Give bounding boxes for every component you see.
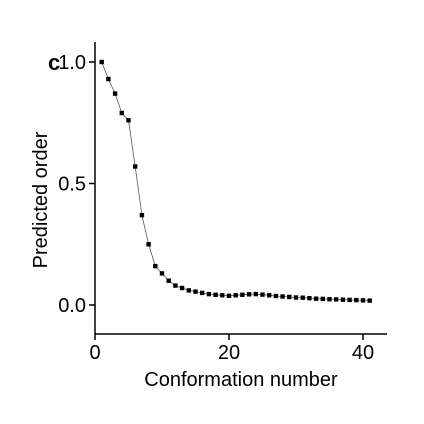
panel-label: c bbox=[48, 50, 60, 75]
y-axis-title: Predicted order bbox=[30, 131, 52, 268]
y-tick-label: 0.0 bbox=[58, 295, 86, 317]
y-tick-label: 0.5 bbox=[58, 174, 86, 196]
data-point bbox=[179, 285, 185, 291]
y-ticks: 0.0 0.5 1.0 bbox=[58, 52, 95, 317]
data-point bbox=[253, 291, 258, 297]
series-line bbox=[101, 61, 370, 301]
data-point bbox=[354, 297, 359, 303]
data-point bbox=[273, 293, 279, 299]
data-point bbox=[287, 294, 292, 300]
axes bbox=[94, 42, 387, 335]
data-point bbox=[173, 283, 178, 288]
data-point bbox=[327, 297, 332, 302]
data-point bbox=[360, 298, 366, 303]
data-point bbox=[153, 263, 158, 269]
data-point bbox=[260, 292, 265, 297]
data-point bbox=[367, 298, 372, 303]
data-point bbox=[126, 118, 131, 123]
data-point bbox=[320, 296, 325, 302]
data-point bbox=[246, 292, 252, 297]
y-tick-label: 1.0 bbox=[58, 52, 86, 74]
data-point bbox=[139, 212, 145, 218]
data-point bbox=[226, 293, 232, 298]
data-point bbox=[106, 76, 111, 82]
data-point bbox=[146, 242, 151, 247]
x-tick-label: 40 bbox=[352, 342, 374, 364]
data-point bbox=[307, 296, 312, 301]
data-point bbox=[233, 293, 238, 298]
data-point bbox=[213, 292, 218, 297]
data-point bbox=[334, 297, 339, 302]
data-point bbox=[220, 293, 225, 298]
data-point bbox=[193, 289, 198, 294]
data-point bbox=[159, 271, 165, 276]
x-tick-label: 0 bbox=[89, 342, 100, 364]
x-ticks: 0 20 40 bbox=[89, 334, 374, 364]
data-point bbox=[206, 291, 212, 297]
data-point bbox=[267, 293, 272, 298]
x-tick-label: 20 bbox=[218, 342, 240, 364]
data-point bbox=[240, 292, 245, 297]
data-point bbox=[340, 297, 346, 302]
data-point bbox=[313, 296, 319, 301]
data-point bbox=[200, 290, 205, 296]
data-point bbox=[293, 295, 299, 300]
x-axis-title: Conformation number bbox=[144, 369, 338, 391]
data-point bbox=[347, 297, 352, 303]
data-point bbox=[99, 59, 104, 65]
data-point bbox=[300, 295, 305, 300]
data-point bbox=[280, 294, 285, 299]
data-point bbox=[112, 91, 118, 96]
data-point bbox=[186, 288, 191, 293]
data-point bbox=[133, 164, 138, 169]
data-point bbox=[166, 278, 171, 283]
data-point bbox=[119, 110, 124, 116]
series bbox=[99, 59, 372, 303]
data-points bbox=[99, 59, 372, 303]
